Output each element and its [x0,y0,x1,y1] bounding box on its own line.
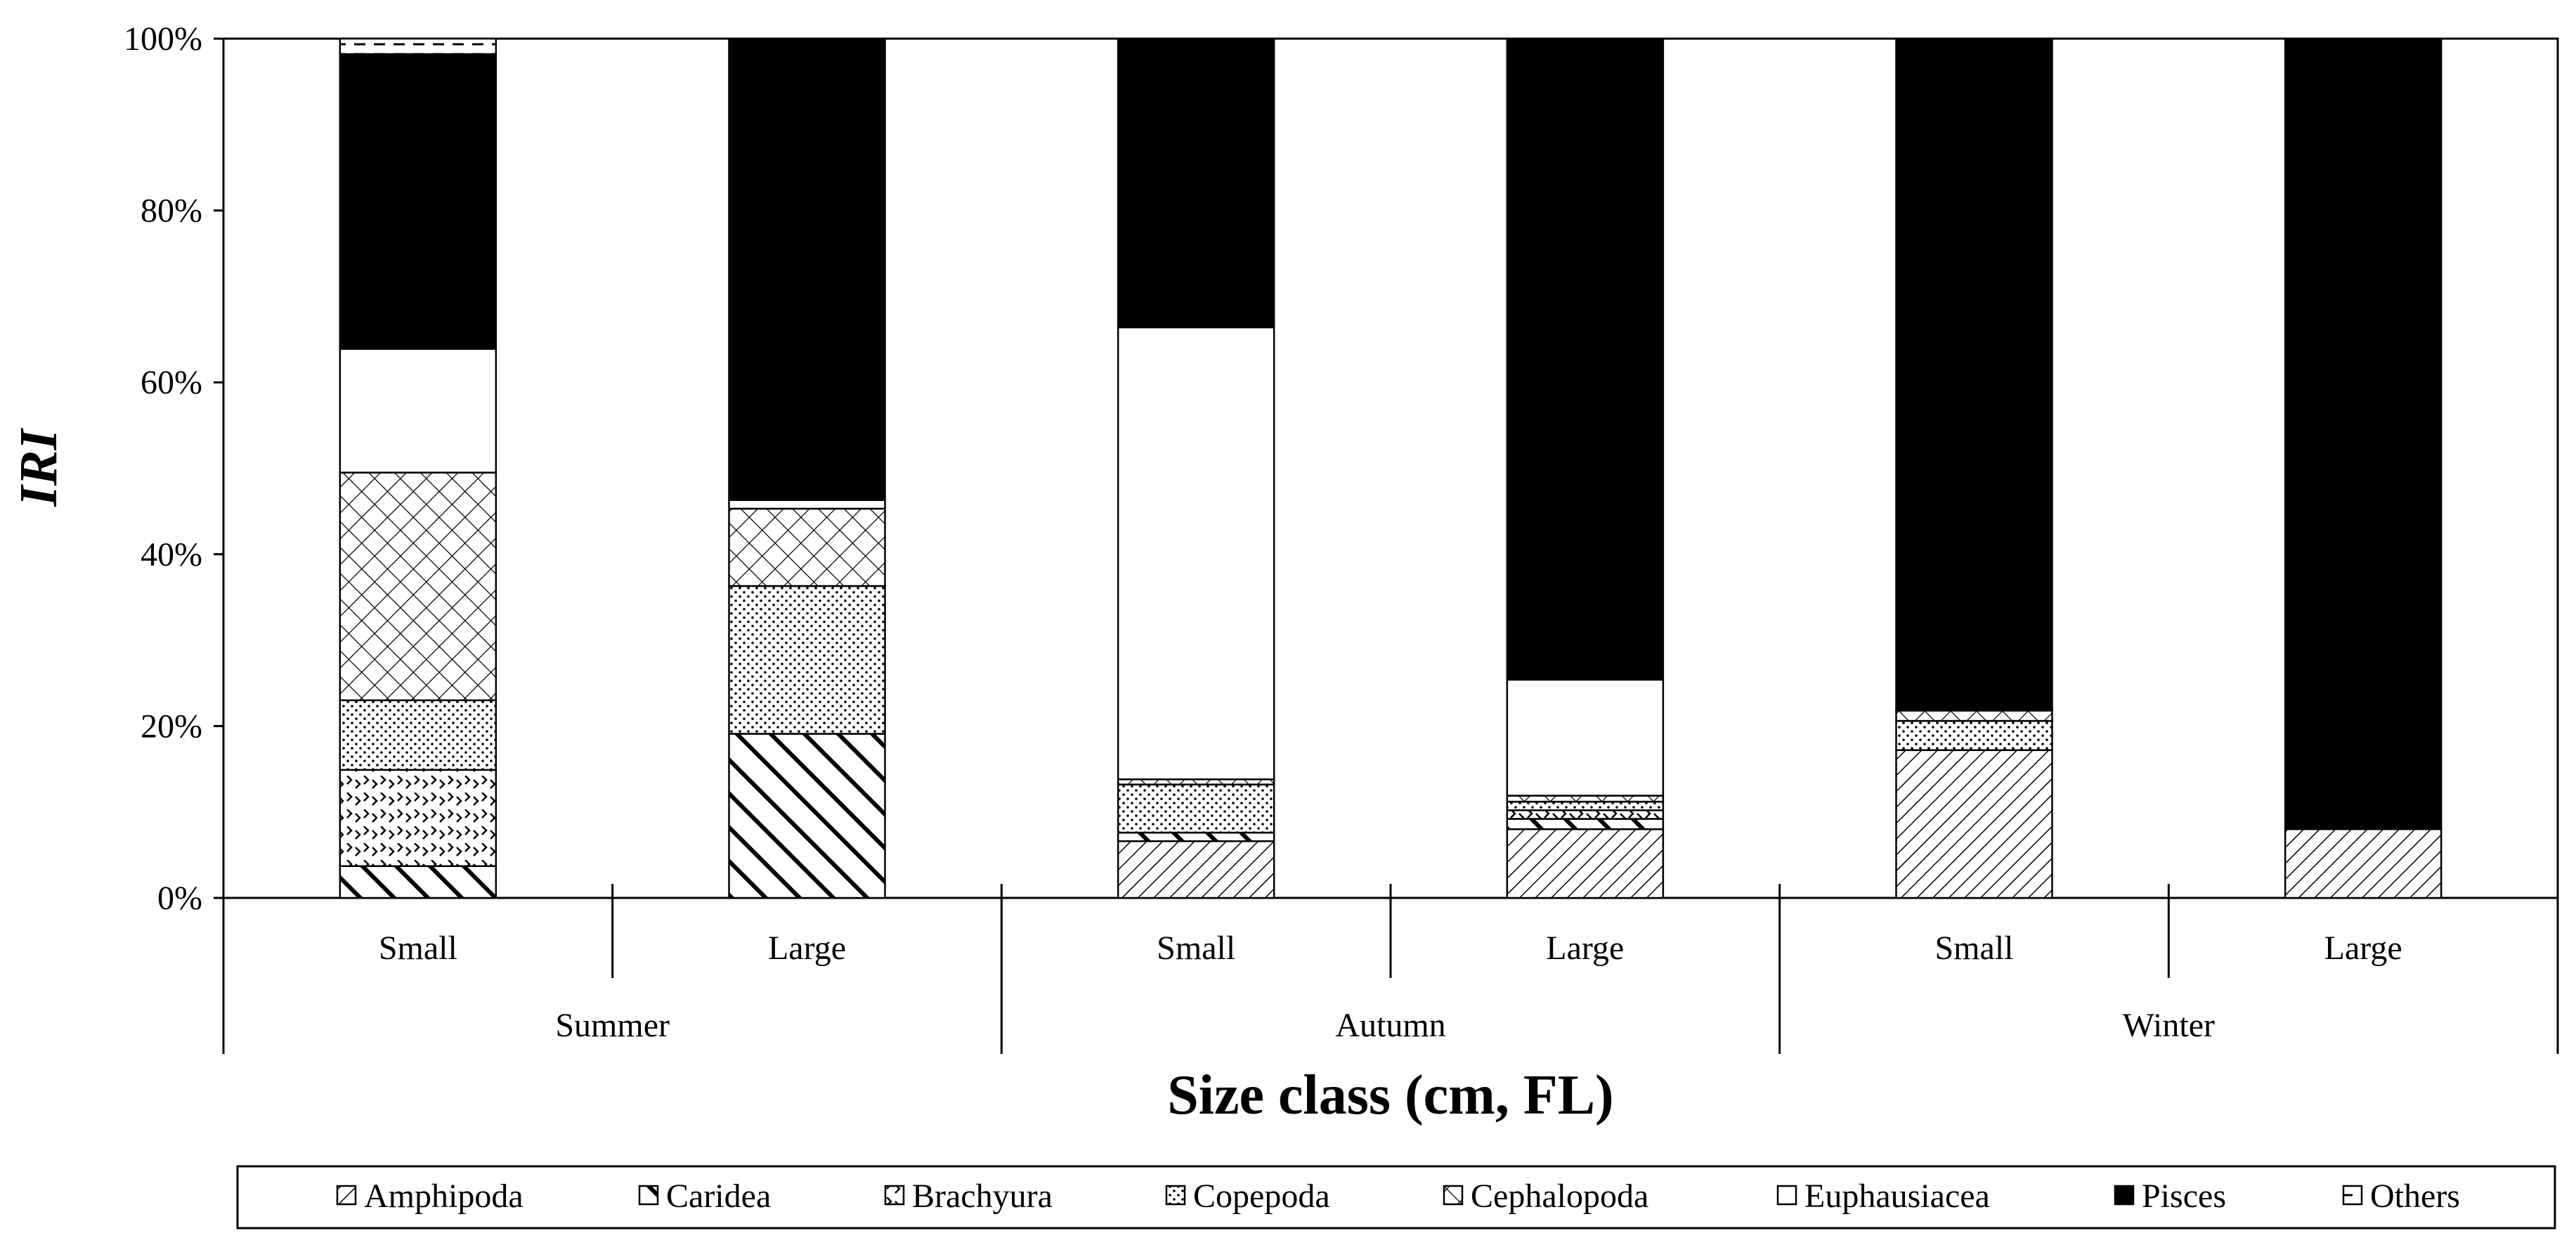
y-axis-ticks: 0% 20% 40% 60% 80% 100% [124,20,223,917]
bar-segment-caridea-summer-small [339,865,497,899]
bar-segment-brachyura-summer-small [339,769,497,867]
y-tick-label: 100% [124,20,202,58]
bar-segment-pisces-autumn-large [1506,37,1665,681]
bar-segment-euphausiacea-summer-large [728,499,886,510]
y-tick-label: 20% [141,708,202,745]
legend-label-copepoda: Copepoda [1193,1178,1330,1215]
bar-segment-amphipoda-winter-small [1895,749,2053,899]
bar-segment-euphausiacea-summer-small [339,348,497,474]
bar-segment-pisces-autumn-small [1117,37,1275,329]
y-tick-label: 60% [141,364,202,401]
x-category-label: Small [1157,930,1235,967]
legend-label-pisces: Pisces [2142,1178,2226,1215]
bar-segment-copepoda-summer-small [339,699,497,771]
legend-label-others: Others [2370,1178,2460,1215]
legend-label-euphausiacea: Euphausiacea [1804,1178,1990,1215]
x-category-label: Large [768,930,846,967]
bar-segment-pisces-summer-large [728,37,886,502]
legend-swatch-copepoda [1165,1185,1186,1206]
legend-label-amphipoda: Amphipoda [364,1178,523,1215]
bar-segment-others-summer-small [339,37,497,56]
bar-segment-copepoda-autumn-large [1506,800,1665,811]
bar-segment-amphipoda-autumn-large [1506,828,1665,899]
x-category-label: Large [1546,930,1624,967]
bar-segment-copepoda-autumn-small [1117,783,1275,834]
bar-segment-caridea-summer-large [728,733,886,899]
bar-segment-pisces-winter-large [2284,37,2442,830]
plot-border [222,37,2559,899]
bar-segment-euphausiacea-autumn-small [1117,326,1275,781]
legend-swatch-cephalopoda [1443,1185,1464,1206]
legend-swatch-caridea [638,1185,659,1206]
y-axis-label: IRI [9,428,68,507]
legend-label-brachyura: Brachyura [912,1178,1053,1215]
bar-segment-copepoda-summer-large [728,585,886,735]
y-tick-label: 40% [141,536,202,573]
bar-segment-brachyura-autumn-large [1506,809,1665,820]
bar-segment-pisces-summer-small [339,53,497,350]
x-group-label: Summer [555,1007,670,1044]
bar-segment-euphausiacea-autumn-large [1506,679,1665,797]
x-category-label: Large [2324,930,2402,967]
legend-swatch-brachyura [884,1185,905,1206]
legend-swatch-pisces [2114,1185,2135,1206]
bar-segment-pisces-winter-small [1895,37,2053,710]
bar-segment-cephalopoda-summer-small [339,471,497,701]
legend-label-caridea: Caridea [666,1178,771,1215]
plot-area [222,37,2559,899]
x-axis-label: Size class (cm, FL) [1167,1064,1613,1126]
x-group-label: Autumn [1335,1007,1445,1044]
bar-segment-amphipoda-autumn-small [1117,840,1275,899]
x-category-label: Small [379,930,457,967]
x-category-label: Small [1934,930,2013,967]
y-tick-label: 80% [141,193,202,230]
bar-segment-caridea-autumn-small [1117,831,1275,842]
y-tick-label: 0% [157,880,202,917]
x-group-label: Winter [2123,1007,2215,1044]
bar-segment-cephalopoda-winter-small [1895,710,2053,722]
bars [339,37,2442,899]
legend-swatch-euphausiacea [1776,1185,1797,1206]
legend-box [236,1165,2556,1230]
bar-segment-caridea-autumn-large [1506,818,1665,830]
bar-segment-cephalopoda-autumn-large [1506,795,1665,803]
bar-segment-copepoda-winter-small [1895,719,2053,751]
x-axis-categories: Small Large Summer Small Large Autumn Small Lar… [222,884,2559,1054]
bar-segment-amphipoda-winter-large [2284,828,2442,899]
bar-segment-cephalopoda-summer-large [728,507,886,587]
legend-swatch-amphipoda [336,1185,357,1206]
legend-swatch-others [2342,1185,2363,1206]
legend: Amphipoda Caridea Brachyura Copepoda Cephalo… [236,1165,2556,1230]
legend-label-cephalopoda: Cephalopoda [1471,1178,1648,1215]
